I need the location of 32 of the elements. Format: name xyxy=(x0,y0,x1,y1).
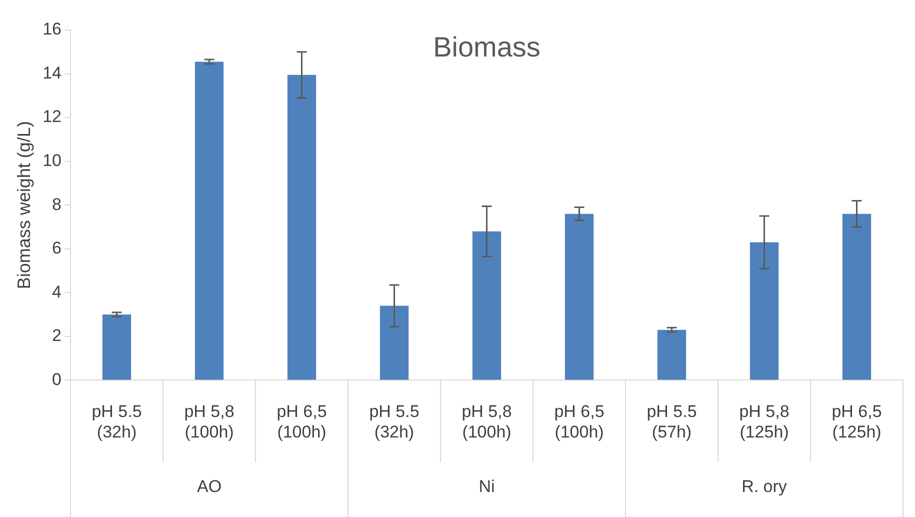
bar xyxy=(472,231,502,380)
x-tick-label: pH 5,8 (100h) xyxy=(184,402,234,442)
x-tick-label: pH 5,8 (100h) xyxy=(462,402,512,442)
x-tick-label: pH 6,5 (125h) xyxy=(832,402,882,442)
text: R. ory xyxy=(742,476,788,496)
bar xyxy=(657,330,686,380)
y-tick-label: 14 xyxy=(42,63,62,82)
y-tick-label: 8 xyxy=(52,194,62,214)
y-tick-label: 2 xyxy=(52,326,62,346)
y-axis-title: Biomass weight (g/L) xyxy=(14,121,34,290)
text: AO xyxy=(196,476,222,496)
x-tick-label: pH 6,5 (100h) xyxy=(276,402,327,442)
x-tick-label: pH 6,5 (100h) xyxy=(554,402,604,442)
x-tick-label: pH 5,8 (125h) xyxy=(739,402,790,442)
bar xyxy=(564,214,594,380)
bar xyxy=(287,74,316,380)
y-tick-label: 12 xyxy=(42,107,62,126)
text: Ni xyxy=(478,476,495,496)
y-tick-label: 16 xyxy=(42,20,62,39)
bar xyxy=(842,214,872,380)
bar xyxy=(194,62,224,380)
x-tick-label: pH 5.5 (32h) xyxy=(92,402,142,442)
bar xyxy=(750,242,779,380)
bar xyxy=(102,314,132,380)
y-tick-label: 6 xyxy=(52,238,62,258)
y-tick-label: 4 xyxy=(52,282,62,302)
x-tick-label: pH 5.5 (57h) xyxy=(646,402,697,442)
chart-title: Biomass xyxy=(433,32,540,63)
bar xyxy=(380,306,409,380)
y-tick-label: 10 xyxy=(42,151,62,170)
x-tick-label: pH 5.5 (32h) xyxy=(369,402,420,442)
y-tick-label: 0 xyxy=(52,370,62,389)
